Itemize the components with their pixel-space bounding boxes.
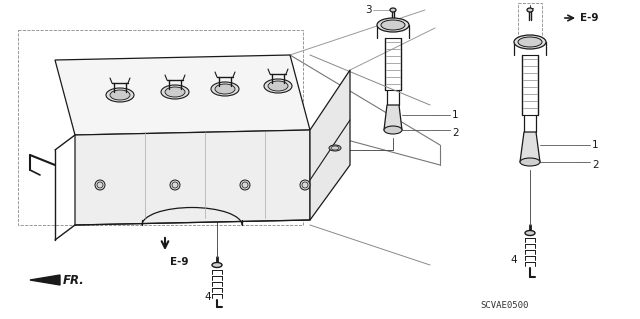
Ellipse shape [211,82,239,96]
Ellipse shape [329,145,341,151]
Ellipse shape [381,20,405,30]
Text: 3: 3 [365,5,372,15]
Ellipse shape [268,81,288,91]
Ellipse shape [110,90,130,100]
Text: 2: 2 [592,160,598,170]
Ellipse shape [390,8,396,12]
Text: 2: 2 [452,128,459,138]
Circle shape [95,180,105,190]
Polygon shape [30,275,60,285]
Polygon shape [520,132,540,162]
Polygon shape [55,55,310,135]
Text: E-9: E-9 [170,257,189,267]
Bar [518,3,542,41]
Text: 4: 4 [510,255,516,265]
Ellipse shape [514,35,546,49]
Text: 4: 4 [204,292,211,302]
Ellipse shape [527,8,533,12]
Text: E-9: E-9 [580,13,598,23]
Text: 1: 1 [452,110,459,120]
Circle shape [300,180,310,190]
Ellipse shape [264,79,292,93]
Ellipse shape [106,88,134,102]
Ellipse shape [212,263,222,268]
Ellipse shape [377,18,409,32]
Ellipse shape [165,87,185,97]
Ellipse shape [525,231,535,235]
Circle shape [240,180,250,190]
Text: 1: 1 [592,140,598,150]
Bar [18,30,303,225]
Polygon shape [310,70,350,220]
Ellipse shape [215,84,235,94]
Text: FR.: FR. [63,273,84,286]
Polygon shape [75,130,310,225]
Polygon shape [384,105,402,130]
Text: SCVAE0500: SCVAE0500 [480,300,529,309]
Ellipse shape [518,37,542,47]
Ellipse shape [161,85,189,99]
Ellipse shape [520,158,540,166]
Ellipse shape [384,126,402,134]
Circle shape [170,180,180,190]
